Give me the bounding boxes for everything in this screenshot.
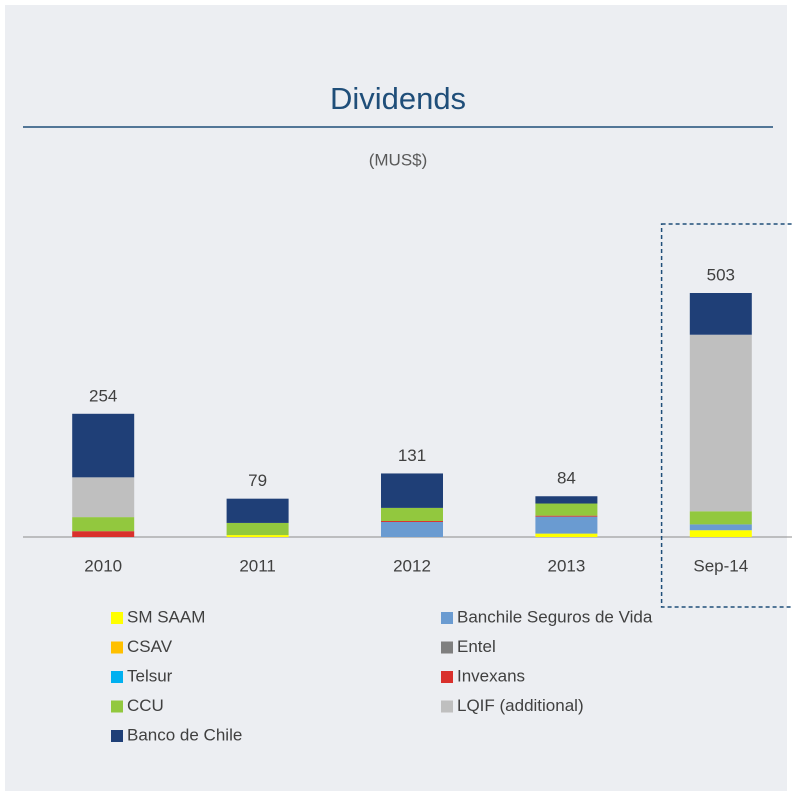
legend-label: SM SAAM	[127, 607, 205, 626]
legend-label: LQIF (additional)	[457, 696, 584, 715]
legend-label: Banco de Chile	[127, 725, 242, 744]
x-tick-label: 2012	[393, 556, 431, 575]
legend-swatch	[441, 641, 453, 654]
total-label: 254	[89, 386, 117, 405]
total-label: 84	[557, 469, 576, 488]
legend-label: Entel	[457, 637, 496, 656]
legend-swatch	[111, 700, 123, 713]
x-tick-label: Sep-14	[693, 556, 748, 575]
legend-label: Invexans	[457, 666, 525, 685]
chart-subtitle: (MUS$)	[369, 150, 428, 169]
bar-segment	[72, 517, 135, 532]
legend-swatch	[441, 612, 453, 624]
bar-segment	[535, 533, 598, 537]
bar-segment	[226, 522, 289, 536]
x-tick-label: 2010	[84, 556, 122, 575]
x-tick-label: 2013	[547, 556, 585, 575]
bar-segment	[535, 515, 598, 517]
bar-segment	[689, 524, 752, 531]
legend-swatch	[111, 612, 123, 624]
chart-title: Dividends	[330, 81, 466, 116]
bar-segment	[381, 521, 443, 537]
bar-segment	[689, 530, 752, 537]
bar-segment	[381, 507, 443, 521]
bar-segment	[535, 503, 598, 516]
bar-segment	[72, 477, 135, 518]
legend-label: CSAV	[127, 637, 173, 656]
legend-swatch	[111, 730, 123, 742]
bar-segment	[689, 293, 752, 335]
legend-swatch	[441, 700, 453, 713]
bar-segment	[72, 531, 135, 537]
bar-segment	[381, 473, 443, 508]
bar-segment	[689, 511, 752, 525]
bar-segment	[72, 413, 135, 478]
legend-label: Telsur	[127, 666, 173, 685]
panel	[5, 5, 787, 791]
legend-label: Banchile Seguros de Vida	[457, 607, 653, 626]
highlight-box	[660, 223, 792, 608]
total-label: 79	[248, 471, 267, 490]
legend-swatch	[111, 641, 123, 654]
bar-segment	[535, 496, 598, 504]
legend-swatch	[441, 671, 453, 683]
legend-label: CCU	[127, 696, 164, 715]
total-label: 131	[398, 446, 426, 465]
bar-segment	[226, 498, 289, 523]
total-label: 503	[707, 265, 735, 284]
x-tick-label: 2011	[239, 556, 276, 575]
bar-segment	[381, 520, 443, 522]
bar-segment	[226, 535, 289, 537]
bar-segment	[689, 334, 752, 512]
bar-segment	[535, 516, 598, 534]
legend-swatch	[111, 671, 123, 683]
